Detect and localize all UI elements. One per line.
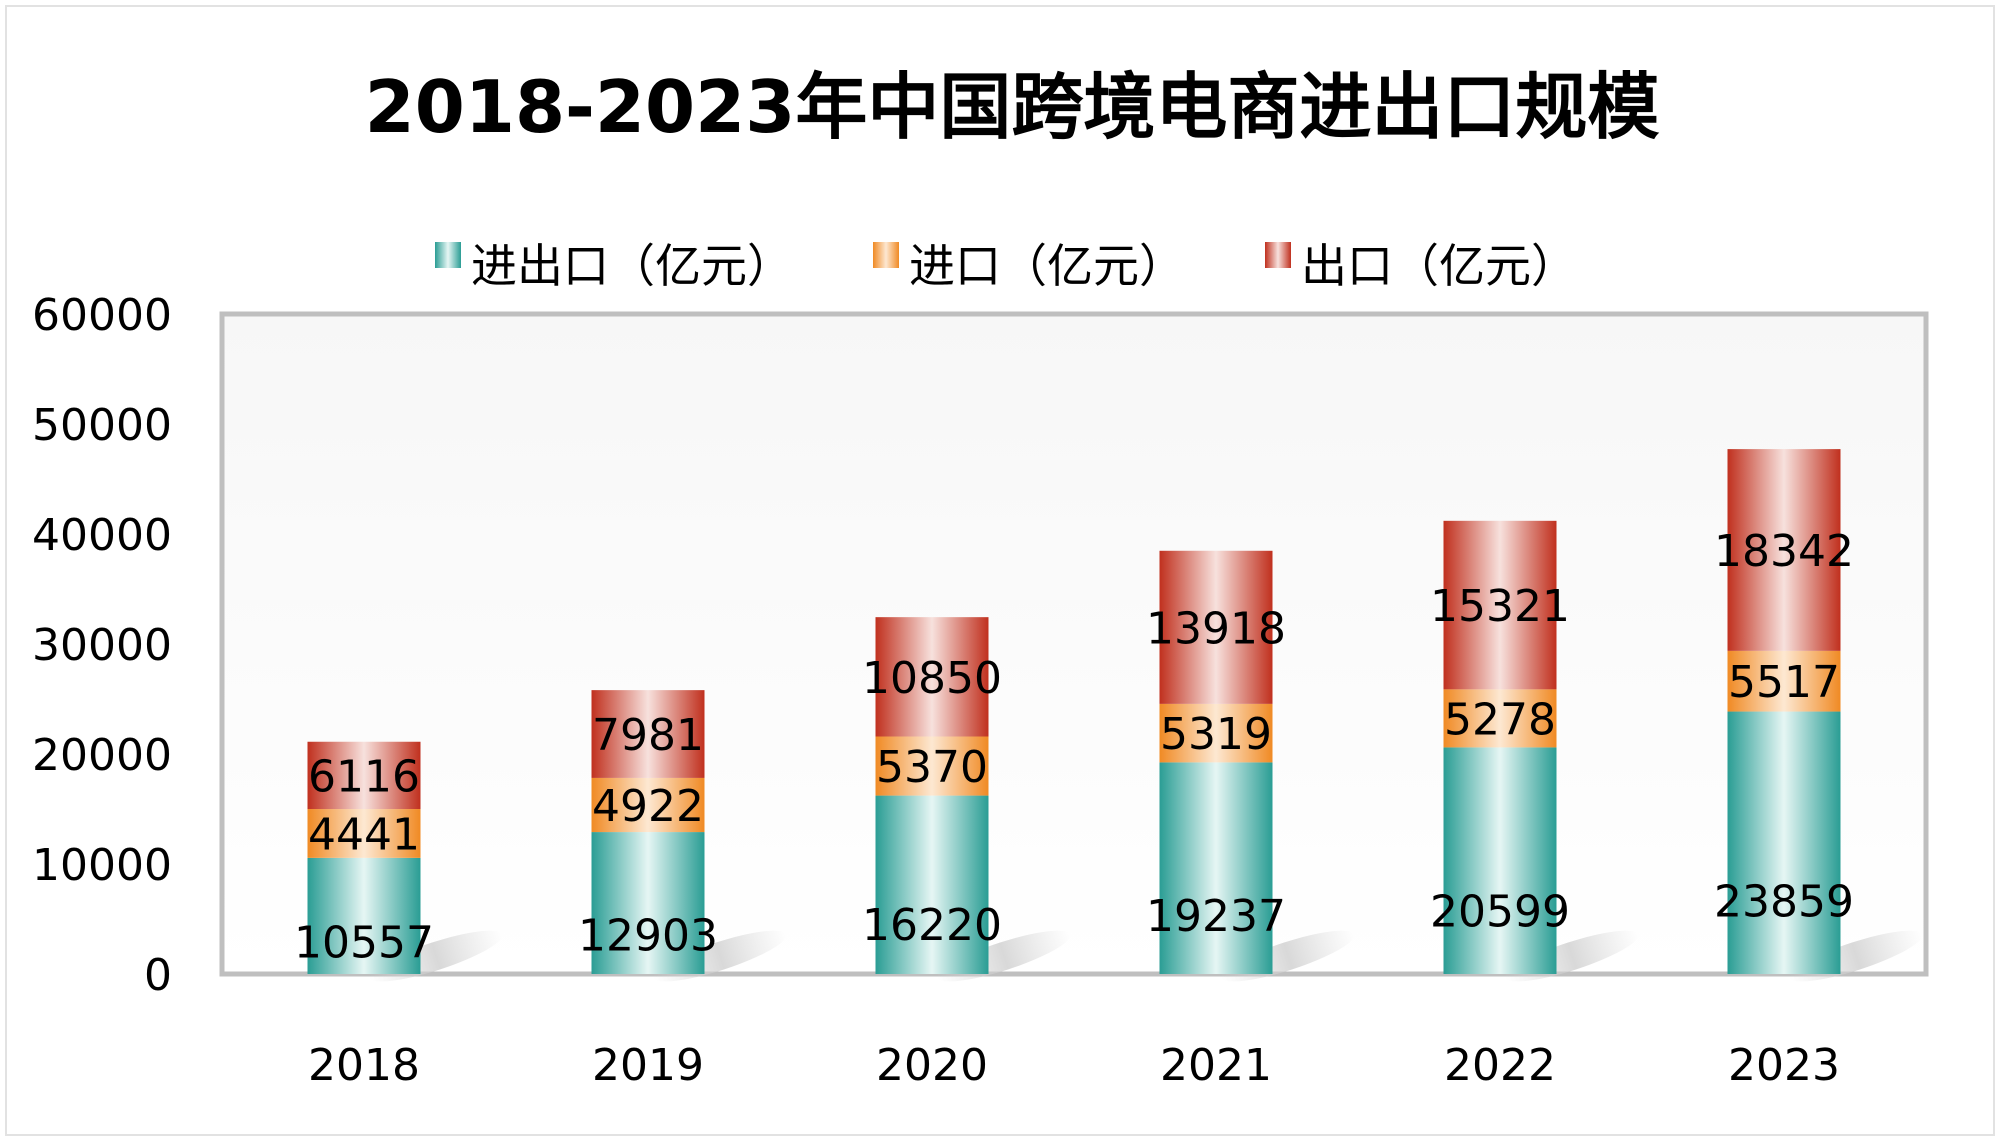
bar-2022-series-1[interactable] xyxy=(1443,689,1557,748)
data-label: 6116 xyxy=(308,751,420,802)
data-label: 10850 xyxy=(862,653,1002,704)
legend-label-1: 进口（亿元） xyxy=(909,239,1185,293)
legend-swatch-2 xyxy=(1265,242,1291,268)
bar-2018-series-1[interactable] xyxy=(307,809,421,858)
bar-2022-series-2[interactable] xyxy=(1443,520,1557,690)
chart-frame xyxy=(5,5,1995,1136)
legend-label-2: 出口（亿元） xyxy=(1301,239,1577,293)
data-label: 7981 xyxy=(592,710,704,761)
bar-2019-series-0[interactable] xyxy=(591,832,705,974)
legend-swatch-1 xyxy=(873,242,899,268)
plot-area xyxy=(219,311,1929,977)
data-label: 5370 xyxy=(876,742,988,793)
bar-2020-series-2[interactable] xyxy=(875,617,989,737)
bar-2021-series-2[interactable] xyxy=(1159,550,1273,704)
bar-2021-series-1[interactable] xyxy=(1159,703,1273,763)
bar-2019-series-2[interactable] xyxy=(591,690,705,778)
bars xyxy=(307,449,1841,974)
data-label: 4922 xyxy=(592,781,704,832)
x-tick-label: 2018 xyxy=(308,1040,420,1091)
x-tick-label: 2020 xyxy=(876,1040,988,1091)
x-tick-label: 2019 xyxy=(592,1040,704,1091)
legend-swatch-0 xyxy=(435,242,461,268)
legend-label-0: 进出口（亿元） xyxy=(471,239,793,293)
bar-2019-series-1[interactable] xyxy=(591,777,705,833)
y-tick-label: 50000 xyxy=(32,400,172,451)
y-tick-label: 60000 xyxy=(32,290,172,341)
data-label: 12903 xyxy=(578,910,718,961)
bar-2023-series-0[interactable] xyxy=(1727,711,1841,974)
legend: 进出口（亿元） 进口（亿元） 出口（亿元） xyxy=(435,239,1577,293)
bar-2018-series-2[interactable] xyxy=(307,741,421,810)
data-labels: 10557 4441 6116 12903 4922 7981 16220 5370 10850… xyxy=(294,526,1854,969)
y-tick-label: 20000 xyxy=(32,730,172,781)
data-label: 23859 xyxy=(1714,877,1854,928)
legend-item-1[interactable]: 进口（亿元） xyxy=(873,239,1185,293)
data-label: 5278 xyxy=(1444,694,1556,745)
x-tick-label: 2022 xyxy=(1444,1040,1556,1091)
data-label: 20599 xyxy=(1430,887,1570,938)
x-axis: 2018 2019 2020 2021 2022 2023 xyxy=(308,1040,1840,1091)
bar-2023-series-1[interactable] xyxy=(1727,650,1841,712)
data-label: 5517 xyxy=(1728,657,1840,708)
y-tick-label: 30000 xyxy=(32,620,172,671)
y-axis: 0 10000 20000 30000 40000 50000 60000 xyxy=(32,290,172,1001)
data-label: 16220 xyxy=(862,900,1002,951)
legend-item-0[interactable]: 进出口（亿元） xyxy=(435,239,793,293)
bar-2023-series-2[interactable] xyxy=(1727,449,1841,651)
bar-2020-series-0[interactable] xyxy=(875,795,989,974)
data-label: 4441 xyxy=(308,809,420,860)
x-tick-label: 2023 xyxy=(1728,1040,1840,1091)
bar-2021-series-0[interactable] xyxy=(1159,762,1273,974)
y-tick-label: 40000 xyxy=(32,510,172,561)
x-tick-label: 2021 xyxy=(1160,1040,1272,1091)
data-label: 19237 xyxy=(1146,891,1286,942)
y-tick-label: 0 xyxy=(144,950,172,1001)
data-label: 5319 xyxy=(1160,709,1272,760)
chart-title: 2018-2023年中国跨境电商进出口规模 xyxy=(365,65,1660,149)
data-label: 15321 xyxy=(1430,581,1570,632)
y-tick-label: 10000 xyxy=(32,840,172,891)
legend-item-2[interactable]: 出口（亿元） xyxy=(1265,239,1577,293)
bar-2022-series-0[interactable] xyxy=(1443,747,1557,974)
bar-2018-series-0[interactable] xyxy=(307,857,421,974)
data-label: 18342 xyxy=(1714,526,1854,577)
bar-2020-series-1[interactable] xyxy=(875,736,989,796)
data-label: 13918 xyxy=(1146,603,1286,654)
data-label: 10557 xyxy=(294,917,434,968)
